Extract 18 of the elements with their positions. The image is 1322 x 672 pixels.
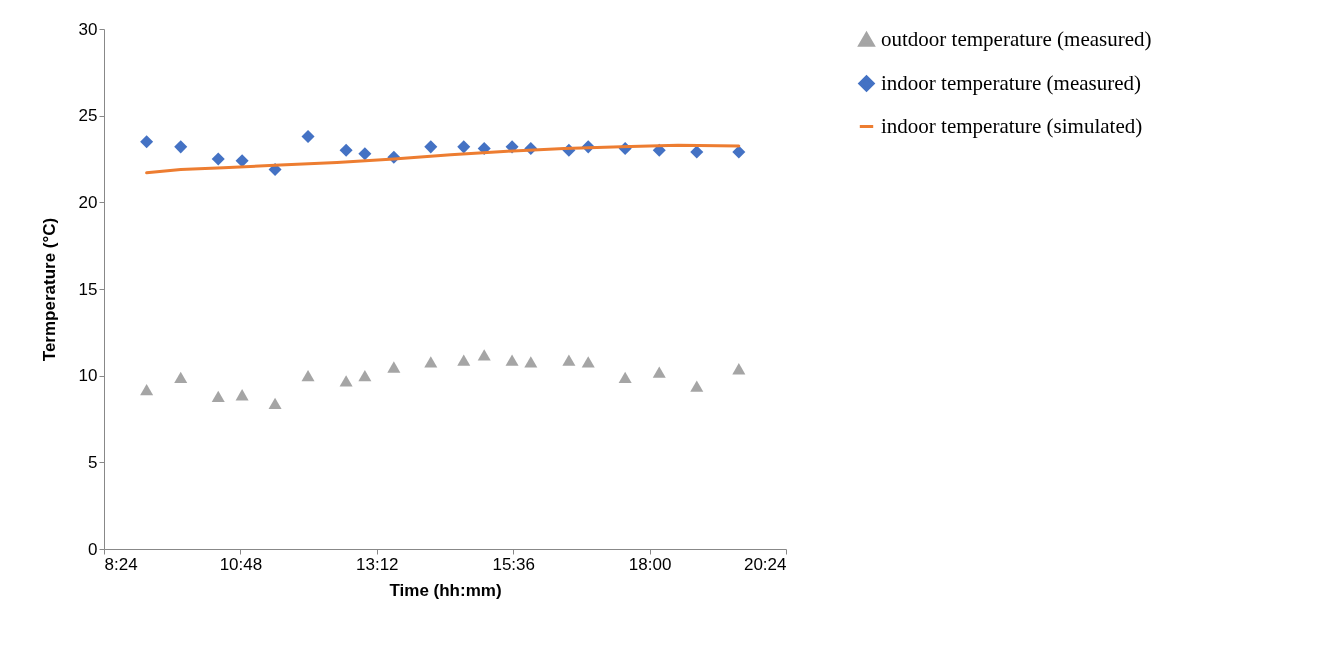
x-tick-label: 13:12: [356, 554, 399, 574]
y-tick-label: 15: [78, 279, 98, 299]
x-axis-title: Time (hh:mm): [389, 580, 502, 600]
x-tick-label: 10:48: [219, 554, 263, 574]
legend-label: outdoor temperature (measured): [881, 26, 1152, 51]
y-axis-title: Termperature (°C): [39, 217, 59, 362]
y-tick-label: 10: [78, 366, 98, 386]
y-tick-label: 25: [78, 106, 98, 126]
y-tick-label: 5: [88, 452, 98, 472]
x-tick-label: 8:24: [104, 554, 138, 574]
x-tick-label: 15:36: [492, 554, 535, 574]
y-tick-label: 0: [88, 539, 98, 559]
y-tick-label: 30: [78, 19, 98, 39]
legend-label: indoor temperature (measured): [881, 70, 1142, 95]
x-tick-label: 20:24: [743, 554, 787, 574]
x-tick-label: 18:00: [628, 554, 672, 574]
legend-label: indoor temperature (simulated): [881, 113, 1143, 138]
y-tick-label: 20: [78, 192, 98, 212]
